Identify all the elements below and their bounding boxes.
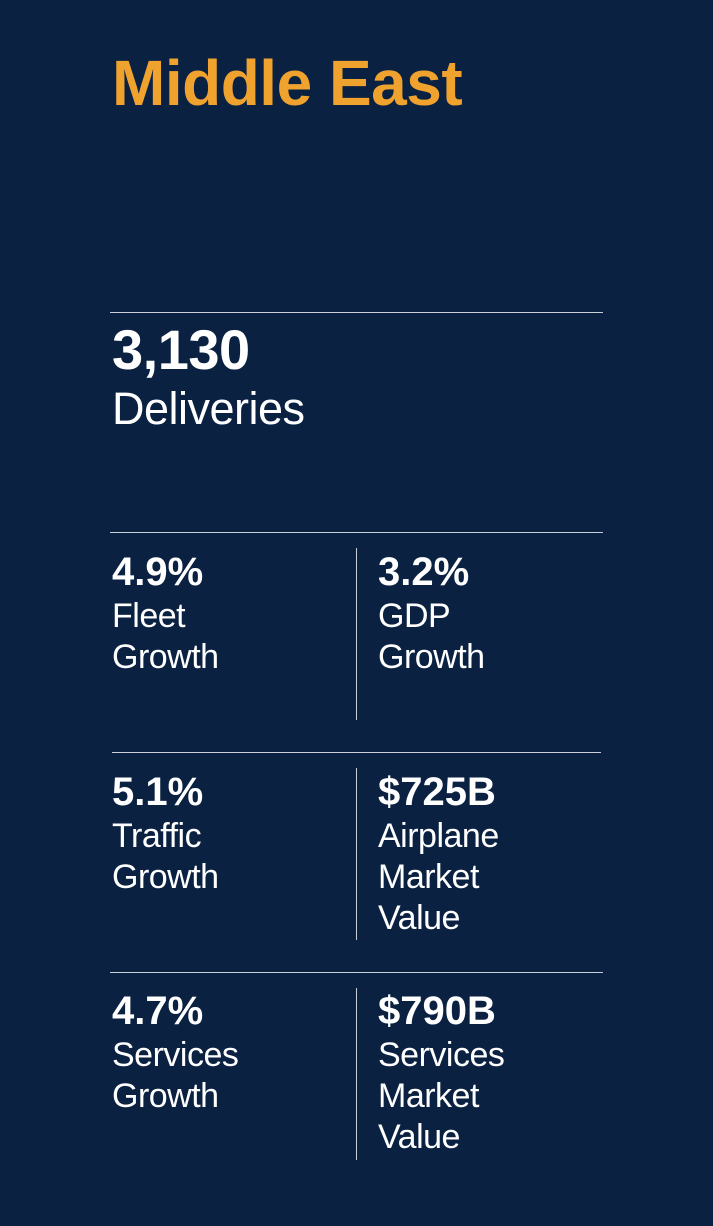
stat-value: $725B (378, 770, 496, 814)
deliveries-label: Deliveries (112, 383, 305, 434)
stat-label: Services Growth (112, 1036, 239, 1115)
divider-row-1 (110, 532, 603, 533)
stat-label: Airplane Market Value (378, 817, 499, 937)
stat-label: GDP Growth (378, 597, 485, 676)
stat-airplane-market-value: $725B Airplane Market Value (378, 772, 499, 939)
divider-row-2 (112, 752, 601, 753)
deliveries-value: 3,130 (112, 318, 250, 381)
stat-value: $790B (378, 989, 496, 1033)
stat-label: Services Market Value (378, 1036, 505, 1156)
stat-value: 5.1% (112, 770, 204, 814)
stat-label: Traffic Growth (112, 817, 219, 896)
column-divider-row-1 (356, 548, 357, 720)
stat-traffic-growth: 5.1% Traffic Growth (112, 772, 219, 898)
column-divider-row-3 (356, 988, 357, 1160)
divider-top (110, 312, 603, 313)
stat-value: 3.2% (378, 550, 470, 594)
region-title: Middle East (112, 47, 463, 119)
stat-gdp-growth: 3.2% GDP Growth (378, 552, 485, 678)
stat-label: Fleet Growth (112, 597, 219, 676)
stat-services-growth: 4.7% Services Growth (112, 989, 239, 1117)
divider-row-3 (110, 972, 603, 973)
stat-value: 4.9% (112, 550, 204, 594)
column-divider-row-2 (356, 768, 357, 940)
stat-services-market-value: $790B Services Market Value (378, 989, 505, 1158)
stat-fleet-growth: 4.9% Fleet Growth (112, 552, 219, 678)
stat-value: 4.7% (112, 989, 204, 1033)
